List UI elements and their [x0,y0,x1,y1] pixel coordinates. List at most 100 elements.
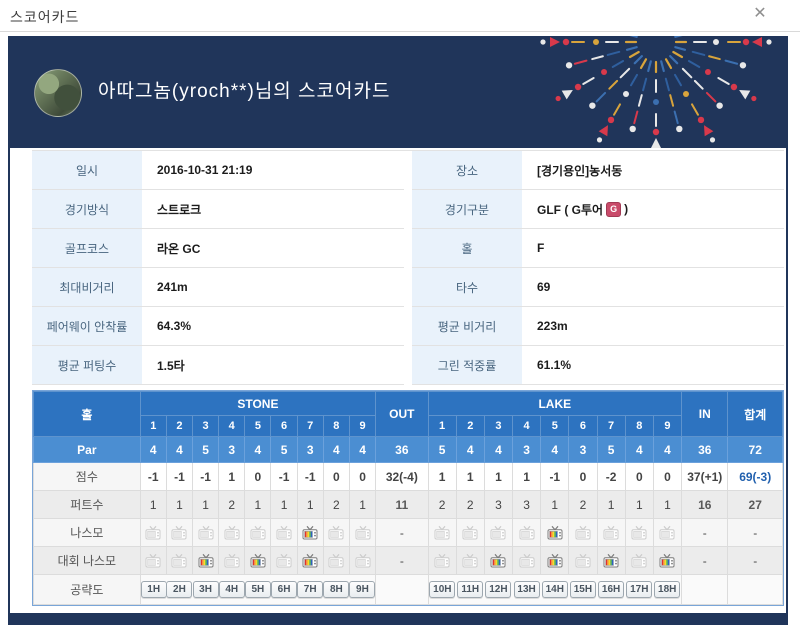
par-cell: 4 [483,436,514,463]
strategy-cell: 8H [323,574,350,605]
close-icon[interactable] [750,4,770,24]
score-in-total: 37(+1) [681,462,729,491]
hole-number-header: 9 [348,415,377,437]
score-cell: -1 [191,462,220,491]
hole-number-header: 5 [244,415,272,437]
par-cell: 4 [540,436,570,463]
par-cell: 4 [624,436,654,463]
nasmo-empty-icon [328,526,344,540]
par-cell: 5 [270,436,298,463]
scorecard-panel: 아따그놈(yroch**)님의 스코어카드 일시 2016-10-31 21:19… [8,36,788,625]
par-cell: 5 [596,436,626,463]
score-cell: 1 [512,462,542,491]
nasmo-cell [455,518,485,547]
nasmo-empty-icon [276,526,292,540]
hole-number-header: 9 [652,415,683,437]
nasmo-cell[interactable] [540,518,570,547]
strategy-hole-button[interactable]: 1H [140,581,167,598]
row-label: 퍼트수 [33,490,141,519]
nasmo-cell [624,546,654,575]
strategy-cell: 7H [297,574,324,605]
strategy-hole-button[interactable]: 18H [654,581,681,598]
info-label: 타수 [412,268,522,307]
match-info-table: 일시 2016-10-31 21:19 장소 [경기용인]농서동 경기방식 스트로크 경기구… [32,150,784,385]
strategy-out-total [375,574,429,605]
nasmo-empty-icon [462,526,478,540]
strategy-hole-button[interactable]: 15H [569,581,596,598]
row-putt: 퍼트수 1 1 1 2 1 1 1 2 1 11 2 2 3 3 1 2 1 1 1 16 27 [33,490,783,519]
strategy-cell: 12H [484,574,513,605]
strategy-hole-button[interactable]: 11H [457,581,484,598]
score-cell: 0 [244,462,272,491]
in-column-header: IN [681,391,729,437]
strategy-hole-button[interactable]: 13H [513,581,540,598]
score-grand-total: 69(-3) [727,462,783,491]
info-gap [404,190,412,229]
strategy-hole-button[interactable]: 8H [323,581,350,598]
strategy-hole-button[interactable]: 3H [192,581,219,598]
nasmo-video-icon [250,554,266,568]
info-gap [404,346,412,385]
info-label: 최대비거리 [32,268,142,307]
strategy-cell: 13H [512,574,541,605]
nasmo-cell [139,518,167,547]
strategy-hole-button[interactable]: 6H [271,581,298,598]
nasmo-cell[interactable] [296,546,324,575]
nasmo-cell[interactable] [244,546,272,575]
nasmo-empty-icon [145,526,161,540]
strategy-hole-button[interactable]: 4H [218,581,245,598]
nasmo-cell[interactable] [483,546,514,575]
nasmo-video-icon [547,526,563,540]
nasmo-cell[interactable] [652,546,683,575]
nasmo-cell[interactable] [191,546,220,575]
score-cell: -1 [540,462,570,491]
row-nasmo: 나스모 - - - [33,518,783,547]
strategy-hole-button[interactable]: 14H [541,581,568,598]
strategy-cell: 9H [349,574,376,605]
par-cell: 5 [427,436,457,463]
nasmo-empty-icon [224,554,240,568]
strategy-hole-button[interactable]: 2H [166,581,193,598]
strategy-hole-button[interactable]: 10H [429,581,456,598]
putt-cell: 1 [165,490,194,519]
nasmo-cell[interactable] [296,518,324,547]
nasmo-cell[interactable] [540,546,570,575]
info-value: [경기용인]농서동 [522,151,784,190]
par-cell: 4 [139,436,167,463]
putt-cell: 1 [624,490,654,519]
strategy-hole-button[interactable]: 5H [244,581,271,598]
hole-column-header: 홀 [33,391,141,437]
strategy-cell: 1H [140,574,167,605]
putt-cell: 1 [540,490,570,519]
nasmo-cell [652,518,683,547]
nasmo-empty-icon [171,554,187,568]
hole-number-header: 3 [483,415,514,437]
strategy-hole-button[interactable]: 7H [297,581,324,598]
score-cell: 0 [348,462,377,491]
info-value: 1.5타 [142,346,404,385]
strategy-hole-button[interactable]: 16H [598,581,625,598]
info-value: 69 [522,268,784,307]
nasmo-empty-icon [519,526,535,540]
strategy-hole-button[interactable]: 12H [485,581,512,598]
putt-cell: 2 [218,490,246,519]
par-cell: 4 [165,436,194,463]
nasmo-cell[interactable] [596,546,626,575]
info-label: 평균 비거리 [412,307,522,346]
nasmo-cell [427,518,457,547]
putt-out-total: 11 [375,490,429,519]
nasmo-video-icon [603,554,619,568]
info-value: GLF ( G투어 G ) [522,190,784,229]
strategy-cell: 10H [428,574,457,605]
strategy-hole-button[interactable]: 17H [626,581,653,598]
nasmo-empty-icon [250,526,266,540]
total-column-header: 합계 [727,391,783,437]
nasmo-video-icon [198,554,214,568]
par-grand-total: 72 [727,436,783,463]
score-cell: 1 [218,462,246,491]
nasmo-empty-icon [145,554,161,568]
putt-cell: 2 [568,490,598,519]
nasmo-empty-icon [171,526,187,540]
dialog-titlebar: 스코어카드 [0,0,800,32]
strategy-hole-button[interactable]: 9H [349,581,376,598]
